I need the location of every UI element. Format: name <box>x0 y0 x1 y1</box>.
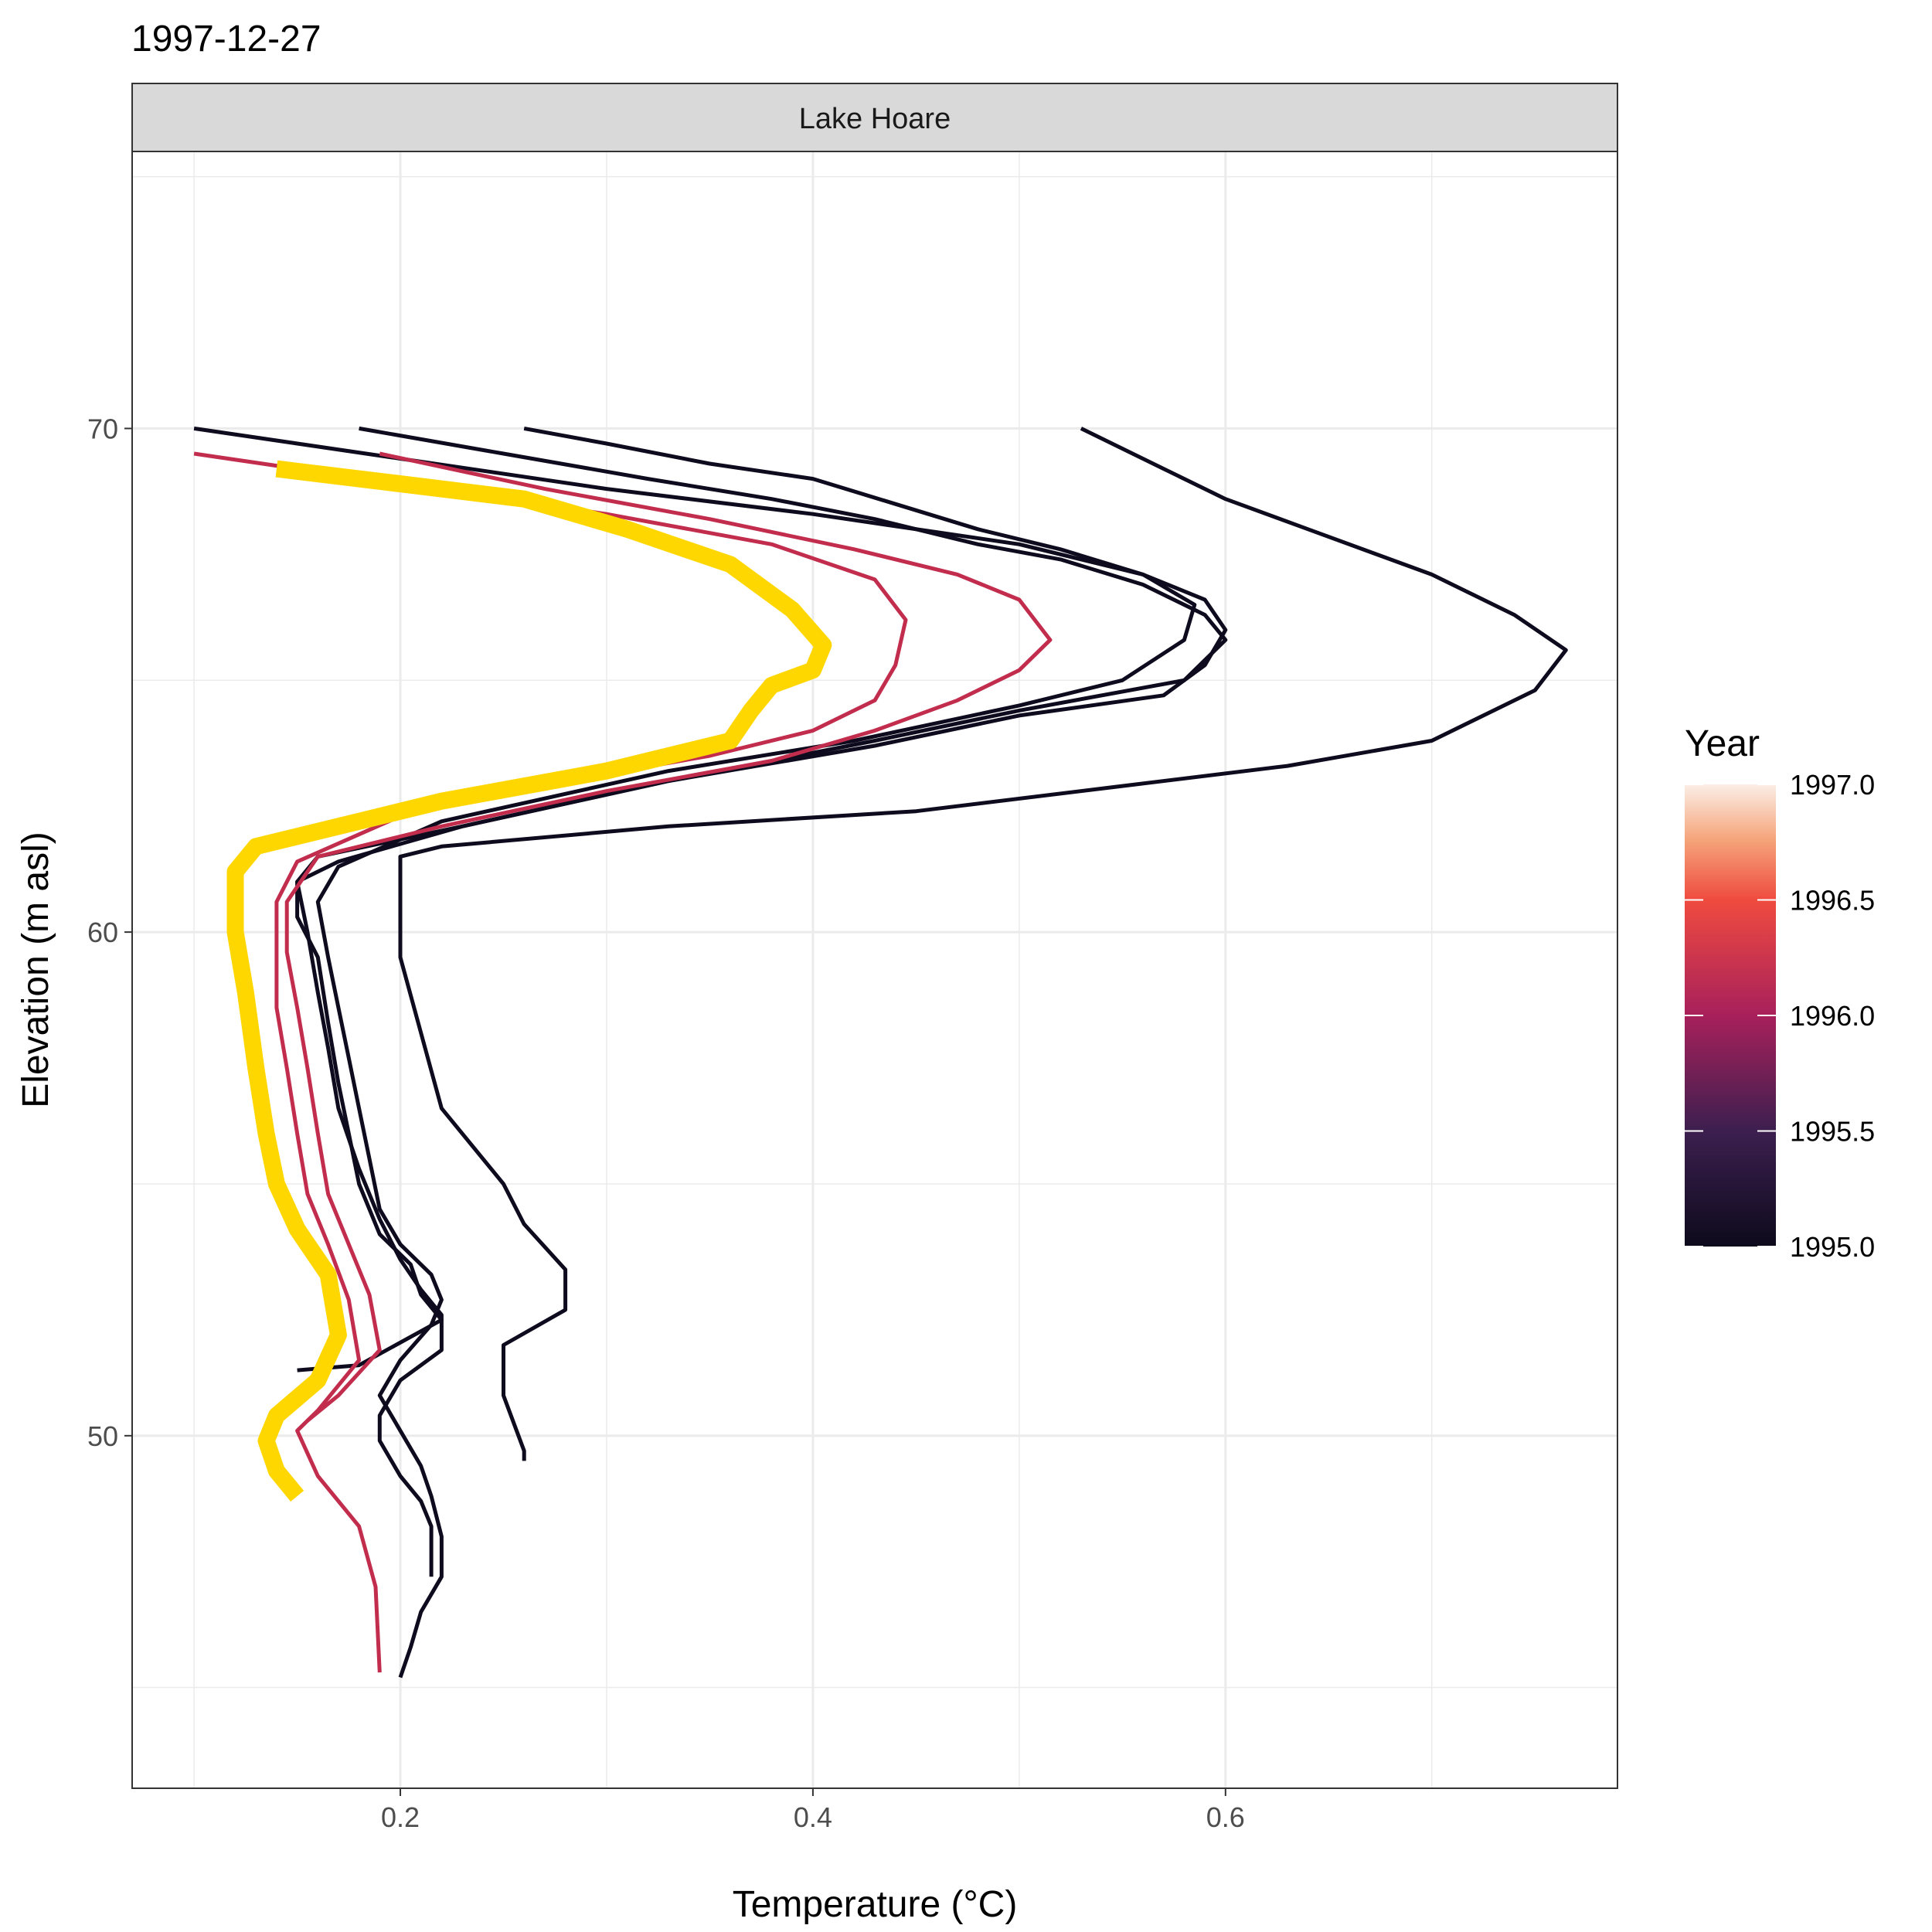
legend: Year 1995.0 1995.5 1996.0 1996.5 1997.0 <box>1685 723 1875 1263</box>
facet-strip <box>131 83 1618 152</box>
legend-tick-label: 1996.5 <box>1790 885 1875 917</box>
y-tick-label: 50 <box>87 1420 118 1452</box>
series-line-7 <box>226 460 832 1502</box>
series-line-2 <box>315 426 1197 1679</box>
legend-tick-label: 1995.0 <box>1790 1231 1875 1263</box>
x-axis-title: Temperature (°C) <box>733 1884 1018 1925</box>
y-tick-label: 70 <box>87 413 118 444</box>
legend-tick-label: 1996.0 <box>1790 1000 1875 1032</box>
series-line-4 <box>193 426 1228 1577</box>
x-tick-label: 0.6 <box>1206 1801 1245 1833</box>
legend-ticks: 1995.0 1995.5 1996.0 1996.5 1997.0 <box>1685 769 1875 1263</box>
plot-panel-border <box>131 151 1618 1789</box>
legend-title: Year <box>1685 723 1760 764</box>
y-axis: 50 60 70 <box>87 413 132 1452</box>
x-axis: 0.2 0.4 0.6 <box>381 1788 1245 1833</box>
series-line-6 <box>284 451 1053 1423</box>
x-tick-label: 0.2 <box>381 1801 420 1833</box>
y-tick-label: 60 <box>87 917 118 948</box>
series-lines <box>193 426 1568 1679</box>
grid <box>132 151 1617 1788</box>
x-tick-label: 0.4 <box>794 1801 832 1833</box>
plot-panel <box>132 151 1617 1788</box>
facet-label: Lake Hoare <box>799 103 951 135</box>
legend-tick-label: 1995.5 <box>1790 1116 1875 1148</box>
series-line-1 <box>398 427 1568 1461</box>
chart-title: 1997-12-27 <box>131 19 321 60</box>
legend-tick-label: 1997.0 <box>1790 769 1875 801</box>
y-axis-title: Elevation (m asl) <box>15 832 56 1107</box>
